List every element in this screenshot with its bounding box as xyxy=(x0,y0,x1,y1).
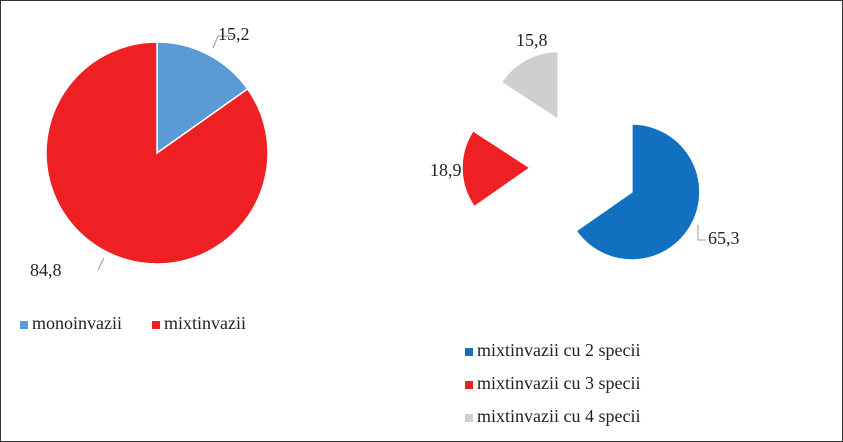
legend-label: mixtinvazii cu 3 specii xyxy=(477,373,640,393)
pie-slice xyxy=(156,41,249,155)
legend-label: mixtinvazii xyxy=(164,313,246,333)
pie-slice xyxy=(575,123,701,261)
legend-swatch xyxy=(152,321,160,329)
legend-label: mixtinvazii cu 4 specii xyxy=(477,406,640,426)
data-label: 15,8 xyxy=(516,30,548,50)
data-label: 15,2 xyxy=(218,24,250,44)
pie-slice xyxy=(461,129,532,208)
pie-slice xyxy=(45,41,269,265)
data-label: 18,9 xyxy=(430,160,462,180)
legend-label: mixtinvazii cu 2 specii xyxy=(477,340,640,360)
data-label: 65,3 xyxy=(708,228,740,248)
legend-swatch xyxy=(465,414,473,422)
legend-swatch xyxy=(465,381,473,389)
pie-slice xyxy=(500,50,560,121)
data-label: 84,8 xyxy=(30,260,62,280)
legend-swatch xyxy=(465,348,473,356)
leader xyxy=(697,225,706,241)
legend-swatch xyxy=(20,321,28,329)
leader xyxy=(97,257,105,271)
leader xyxy=(212,35,232,49)
legend-label: monoinvazii xyxy=(32,313,122,333)
